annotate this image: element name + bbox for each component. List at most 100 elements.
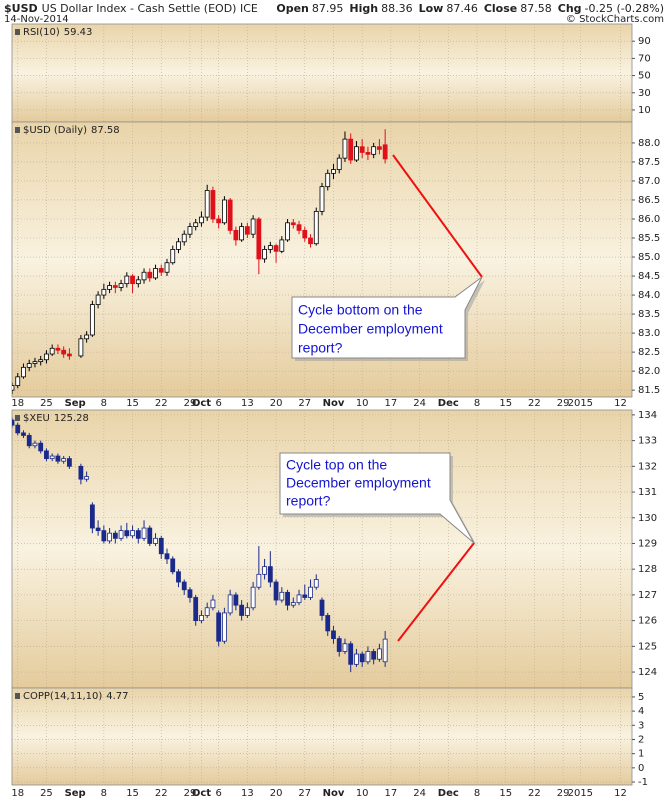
candle-body xyxy=(319,599,325,616)
candle-body xyxy=(239,604,245,616)
candle-body xyxy=(44,353,49,361)
candle-body xyxy=(365,651,371,663)
y-tick-label: 88.0 xyxy=(638,138,660,149)
callout-box xyxy=(279,452,475,544)
x-tick-label: 27 xyxy=(298,398,311,409)
y-tick-label: 85.5 xyxy=(638,233,660,244)
x-tick-label: 22 xyxy=(528,788,541,799)
x-tick-label: 12 xyxy=(614,398,627,409)
candle-body xyxy=(250,218,256,235)
x-tick-label: 15 xyxy=(126,398,139,409)
candle-body xyxy=(135,279,141,285)
callout-text: December employment xyxy=(286,475,431,491)
y-tick-label: 87.0 xyxy=(638,176,660,187)
candle-body xyxy=(67,458,72,467)
indicator-name: $USD (Daily) xyxy=(23,125,87,136)
last-value: 59.43 xyxy=(64,27,93,38)
candle-body xyxy=(354,146,359,161)
candle-body xyxy=(44,450,49,460)
candle-body xyxy=(158,537,164,555)
x-tick-label: 24 xyxy=(413,788,426,799)
candle-body xyxy=(15,424,21,434)
candle-body xyxy=(348,138,354,161)
candle-body xyxy=(382,638,388,663)
y-tick-label: 81.5 xyxy=(638,385,660,396)
candle-body xyxy=(130,530,135,537)
panel-background xyxy=(11,687,633,786)
y-tick-label: 83.0 xyxy=(638,328,660,339)
candle-body xyxy=(49,347,55,355)
candle-body xyxy=(55,347,61,351)
x-tick-label: 8 xyxy=(474,788,480,799)
candle-body xyxy=(233,594,239,606)
candle-body xyxy=(227,199,233,231)
candle-body xyxy=(371,651,377,660)
callout-text: report? xyxy=(286,493,331,509)
candle-body xyxy=(216,612,222,642)
y-tick-label: 132 xyxy=(638,461,657,472)
y-tick-label: 134 xyxy=(638,410,657,421)
x-tick-label: Dec xyxy=(438,398,459,409)
candle-body xyxy=(359,146,365,153)
panel-label: RSI(10) 59.43 xyxy=(23,27,92,38)
candle-body xyxy=(382,144,388,160)
y-tick-label: 124 xyxy=(638,667,657,678)
candle-body xyxy=(78,465,84,480)
candle-body xyxy=(84,334,90,340)
source: © StockCharts.com xyxy=(566,14,664,25)
y-tick-label: 10 xyxy=(638,105,651,116)
x-tick-label: 8 xyxy=(101,398,107,409)
candle-body xyxy=(371,146,377,155)
x-tick-label: 17 xyxy=(385,398,398,409)
candle-body xyxy=(377,648,382,660)
quote-label: Low xyxy=(419,2,444,15)
x-tick-label: Sep xyxy=(65,398,86,409)
x-tick-label: 6 xyxy=(215,398,221,409)
x-tick-label: 10 xyxy=(356,788,369,799)
x-tick-label: 27 xyxy=(298,788,311,799)
candle-body xyxy=(250,586,256,609)
candle-body xyxy=(273,581,279,601)
candle-body xyxy=(204,190,210,218)
panel-icon xyxy=(15,693,20,699)
y-tick-label: 84.0 xyxy=(638,290,660,301)
candle-body xyxy=(118,530,124,539)
x-tick-label: 15 xyxy=(499,788,512,799)
x-tick-label: 22 xyxy=(528,398,541,409)
candle-body xyxy=(12,419,15,426)
x-tick-label: Oct xyxy=(192,398,211,409)
quote-label: Open xyxy=(276,2,309,15)
candle-body xyxy=(187,589,193,598)
candle-body xyxy=(204,607,210,616)
candle-body xyxy=(61,349,67,355)
y-tick-label: -1 xyxy=(638,777,648,788)
panel-label: $XEU 125.28 xyxy=(23,413,89,424)
candle-body xyxy=(67,353,72,357)
candle-body xyxy=(342,643,348,652)
candle-body xyxy=(135,530,141,539)
candle-body xyxy=(244,607,250,616)
candle-body xyxy=(101,288,107,296)
candle-body xyxy=(210,599,216,609)
y-tick-label: 3 xyxy=(638,720,644,731)
y-tick-label: 90 xyxy=(638,36,651,47)
candle-body xyxy=(26,435,32,447)
candle-body xyxy=(12,385,15,391)
x-tick-label: 15 xyxy=(126,788,139,799)
x-tick-label: Oct xyxy=(192,788,211,799)
x-tick-label: 29 xyxy=(557,398,570,409)
candle-body xyxy=(95,294,101,305)
candle-body xyxy=(348,643,354,665)
x-tick-label: 10 xyxy=(356,398,369,409)
x-tick-label: 6 xyxy=(215,788,221,799)
x-tick-label: 18 xyxy=(11,788,24,799)
candle-body xyxy=(112,532,118,539)
callout-box xyxy=(291,276,483,359)
y-tick-label: 129 xyxy=(638,538,657,549)
candle-body xyxy=(336,638,342,652)
candle-body xyxy=(124,530,130,537)
instrument-name: US Dollar Index - Cash Settle (EOD) ICE xyxy=(42,2,258,15)
candle-body xyxy=(331,630,336,640)
candle-body xyxy=(244,226,250,235)
candle-body xyxy=(222,612,227,642)
